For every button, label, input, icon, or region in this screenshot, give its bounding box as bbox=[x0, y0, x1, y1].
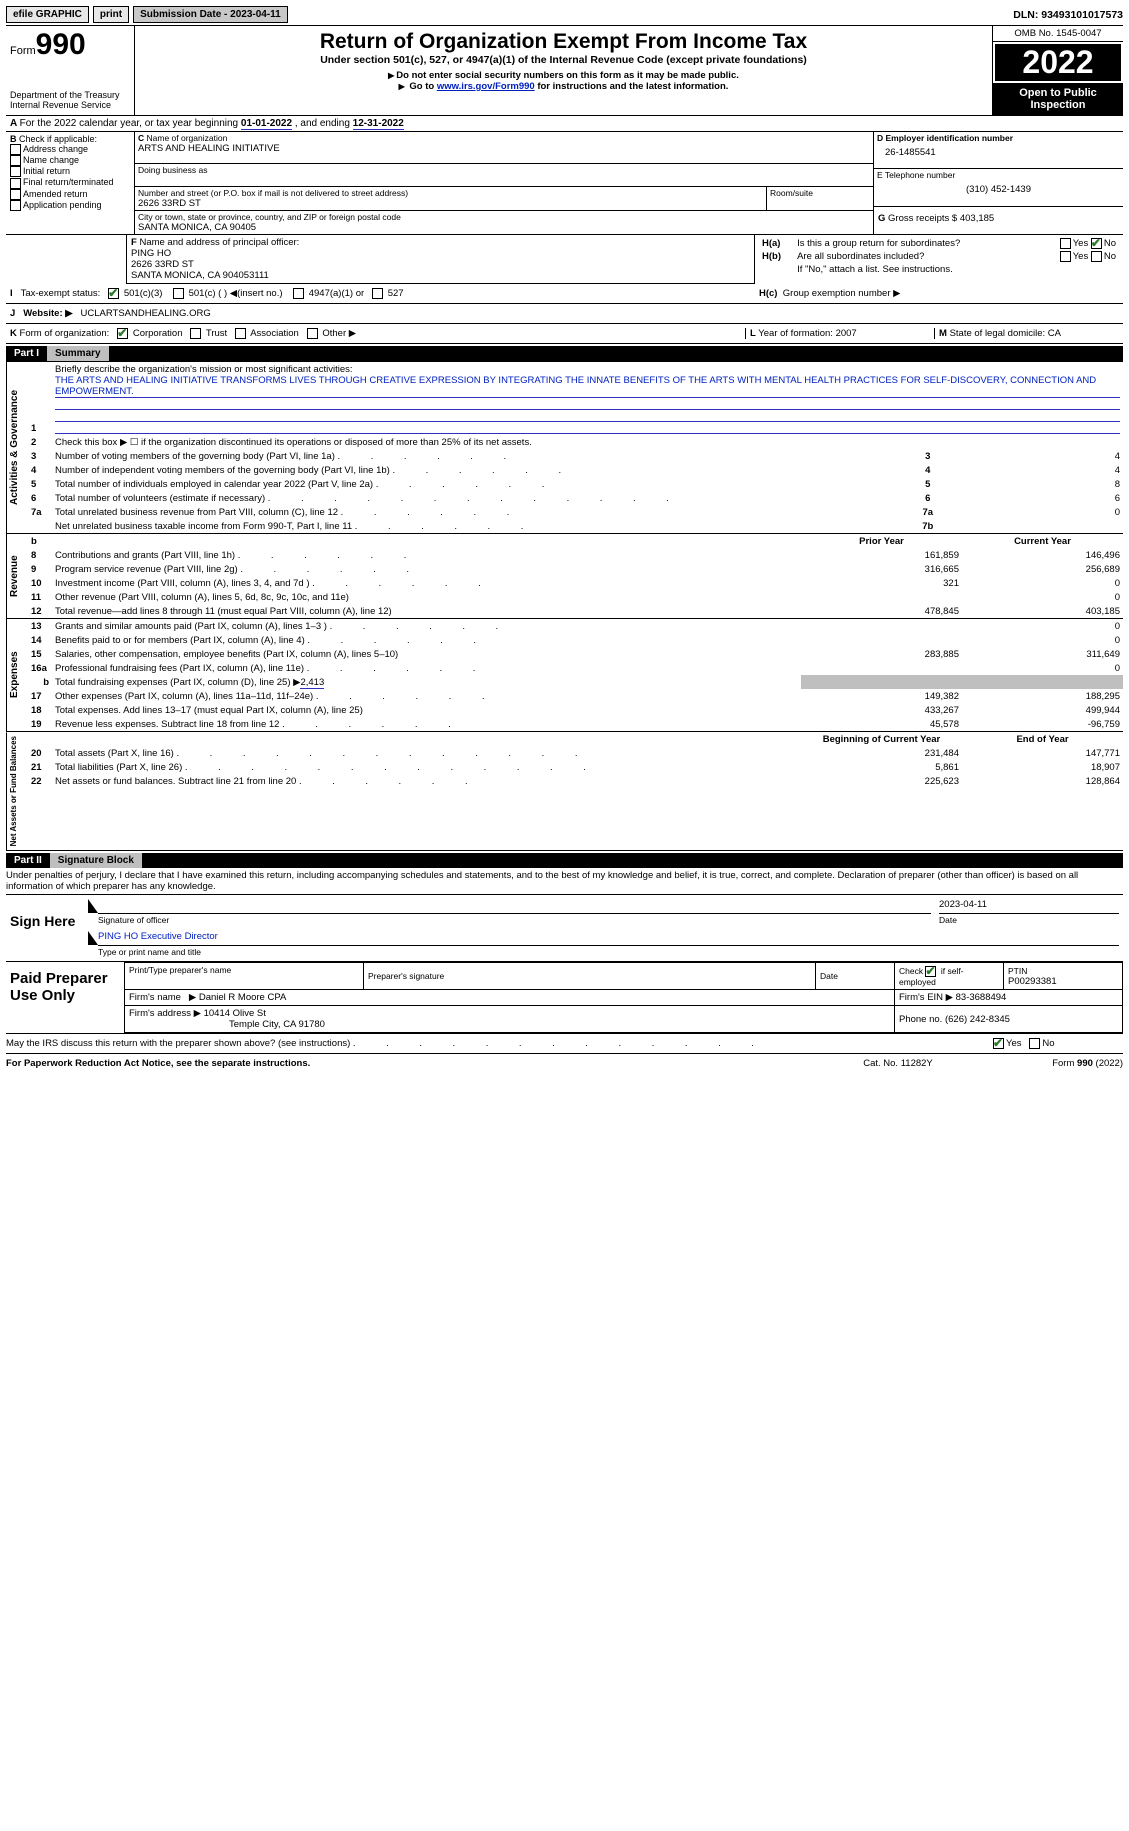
checkbox-corporation[interactable] bbox=[117, 328, 128, 339]
sign-date: 2023-04-11 bbox=[939, 899, 1119, 914]
entity-block: B Check if applicable: Address change Na… bbox=[6, 132, 1123, 235]
side-label-revenue: Revenue bbox=[6, 534, 22, 618]
side-label-activities: Activities & Governance bbox=[6, 362, 22, 533]
checkbox-discuss-no[interactable] bbox=[1029, 1038, 1040, 1049]
gross-receipts: 403,185 bbox=[960, 213, 994, 224]
print-button[interactable]: print bbox=[93, 6, 129, 23]
val-l4: 4 bbox=[942, 463, 1123, 477]
checkbox-name-change[interactable] bbox=[10, 155, 21, 166]
checkbox-discuss-yes[interactable] bbox=[993, 1038, 1004, 1049]
section-k-form-org: K Form of organization: Corporation Trus… bbox=[6, 328, 745, 339]
side-label-expenses: Expenses bbox=[6, 619, 22, 731]
top-toolbar: efile GRAPHIC print Submission Date - 20… bbox=[6, 6, 1123, 23]
checkbox-ha-no[interactable] bbox=[1091, 238, 1102, 249]
checkbox-application-pending[interactable] bbox=[10, 200, 21, 211]
checkbox-527[interactable] bbox=[372, 288, 383, 299]
val-l3: 4 bbox=[942, 449, 1123, 463]
paid-preparer-block: Paid Preparer Use Only Print/Type prepar… bbox=[6, 962, 1123, 1034]
checkbox-other[interactable] bbox=[307, 328, 318, 339]
checkbox-ha-yes[interactable] bbox=[1060, 238, 1071, 249]
section-l: L Year of formation: 2007 bbox=[745, 328, 934, 339]
dept-label: Department of the Treasury bbox=[10, 90, 130, 100]
form-subtitle: Under section 501(c), 527, or 4947(a)(1)… bbox=[139, 54, 988, 66]
section-b-checkboxes: B Check if applicable: Address change Na… bbox=[6, 132, 134, 234]
row-a-tax-year: A For the 2022 calendar year, or tax yea… bbox=[6, 116, 1123, 132]
mission-text: THE ARTS AND HEALING INITIATIVE TRANSFOR… bbox=[55, 375, 1120, 398]
checkbox-501c3[interactable] bbox=[108, 288, 119, 299]
firm-name: Daniel R Moore CPA bbox=[199, 992, 286, 1003]
dln-label: DLN: 93493101017573 bbox=[1013, 9, 1123, 21]
signature-block: Sign Here Signature of officer 2023-04-1… bbox=[6, 894, 1123, 962]
firm-ein: 83-3688494 bbox=[956, 992, 1007, 1003]
page-footer: For Paperwork Reduction Act Notice, see … bbox=[6, 1058, 1123, 1069]
side-label-net-assets: Net Assets or Fund Balances bbox=[6, 732, 20, 850]
irs-label: Internal Revenue Service bbox=[10, 100, 130, 110]
cy-l8: 146,496 bbox=[962, 548, 1123, 562]
checkbox-trust[interactable] bbox=[190, 328, 201, 339]
discuss-row: May the IRS discuss this return with the… bbox=[6, 1034, 1123, 1054]
tax-year: 2022 bbox=[995, 44, 1121, 81]
val-l7a: 0 bbox=[942, 505, 1123, 519]
perjury-statement: Under penalties of perjury, I declare th… bbox=[6, 868, 1123, 894]
part-1-header: Part I Summary bbox=[6, 346, 1123, 361]
val-l6: 6 bbox=[942, 491, 1123, 505]
instruction-1: Do not enter social security numbers on … bbox=[139, 70, 988, 81]
checkbox-501c[interactable] bbox=[173, 288, 184, 299]
omb-number: OMB No. 1545-0047 bbox=[993, 26, 1123, 42]
py-l8: 161,859 bbox=[801, 548, 962, 562]
checkbox-hb-no[interactable] bbox=[1091, 251, 1102, 262]
val-l5: 8 bbox=[942, 477, 1123, 491]
section-f-officer: F Name and address of principal officer:… bbox=[126, 235, 755, 284]
checkbox-amended[interactable] bbox=[10, 189, 21, 200]
checkbox-initial-return[interactable] bbox=[10, 166, 21, 177]
open-to-public: Open to Public Inspection bbox=[993, 83, 1123, 115]
part-2-header: Part II Signature Block bbox=[6, 853, 1123, 868]
checkbox-self-employed[interactable] bbox=[925, 966, 936, 977]
efile-button[interactable]: efile GRAPHIC bbox=[6, 6, 89, 23]
section-h: H(a)Is this a group return for subordina… bbox=[755, 235, 1123, 284]
section-i-tax-status: I Tax-exempt status: 501(c)(3) 501(c) ( … bbox=[6, 284, 755, 303]
org-name: ARTS AND HEALING INITIATIVE bbox=[138, 143, 870, 154]
checkbox-association[interactable] bbox=[235, 328, 246, 339]
form-header: Form990 Department of the Treasury Inter… bbox=[6, 25, 1123, 116]
officer-name: PING HO Executive Director bbox=[98, 931, 218, 942]
form-title: Return of Organization Exempt From Incom… bbox=[139, 30, 988, 54]
section-j-website: J Website: ▶ UCLARTSANDHEALING.ORG bbox=[6, 304, 1123, 324]
org-city: SANTA MONICA, CA 90405 bbox=[138, 222, 870, 233]
submission-date-label: Submission Date - 2023-04-11 bbox=[133, 6, 288, 23]
phone-value: (310) 452-1439 bbox=[877, 180, 1120, 199]
section-hc: H(c) Group exemption number ▶ bbox=[755, 284, 1123, 303]
checkbox-hb-yes[interactable] bbox=[1060, 251, 1071, 262]
checkbox-final-return[interactable] bbox=[10, 178, 21, 189]
irs-link[interactable]: www.irs.gov/Form990 bbox=[437, 81, 535, 92]
checkbox-address-change[interactable] bbox=[10, 144, 21, 155]
firm-phone: (626) 242-8345 bbox=[945, 1014, 1010, 1025]
checkbox-4947[interactable] bbox=[293, 288, 304, 299]
ptin-value: P00293381 bbox=[1008, 976, 1118, 987]
form-number: Form990 bbox=[10, 28, 130, 62]
section-m: M State of legal domicile: CA bbox=[934, 328, 1123, 339]
ein-value: 26-1485541 bbox=[877, 143, 1120, 162]
org-street: 2626 33RD ST bbox=[138, 198, 763, 209]
instruction-2: Go to www.irs.gov/Form990 for instructio… bbox=[139, 81, 988, 92]
